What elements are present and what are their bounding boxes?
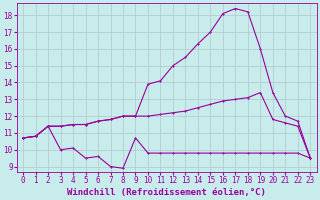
X-axis label: Windchill (Refroidissement éolien,°C): Windchill (Refroidissement éolien,°C) <box>67 188 266 197</box>
